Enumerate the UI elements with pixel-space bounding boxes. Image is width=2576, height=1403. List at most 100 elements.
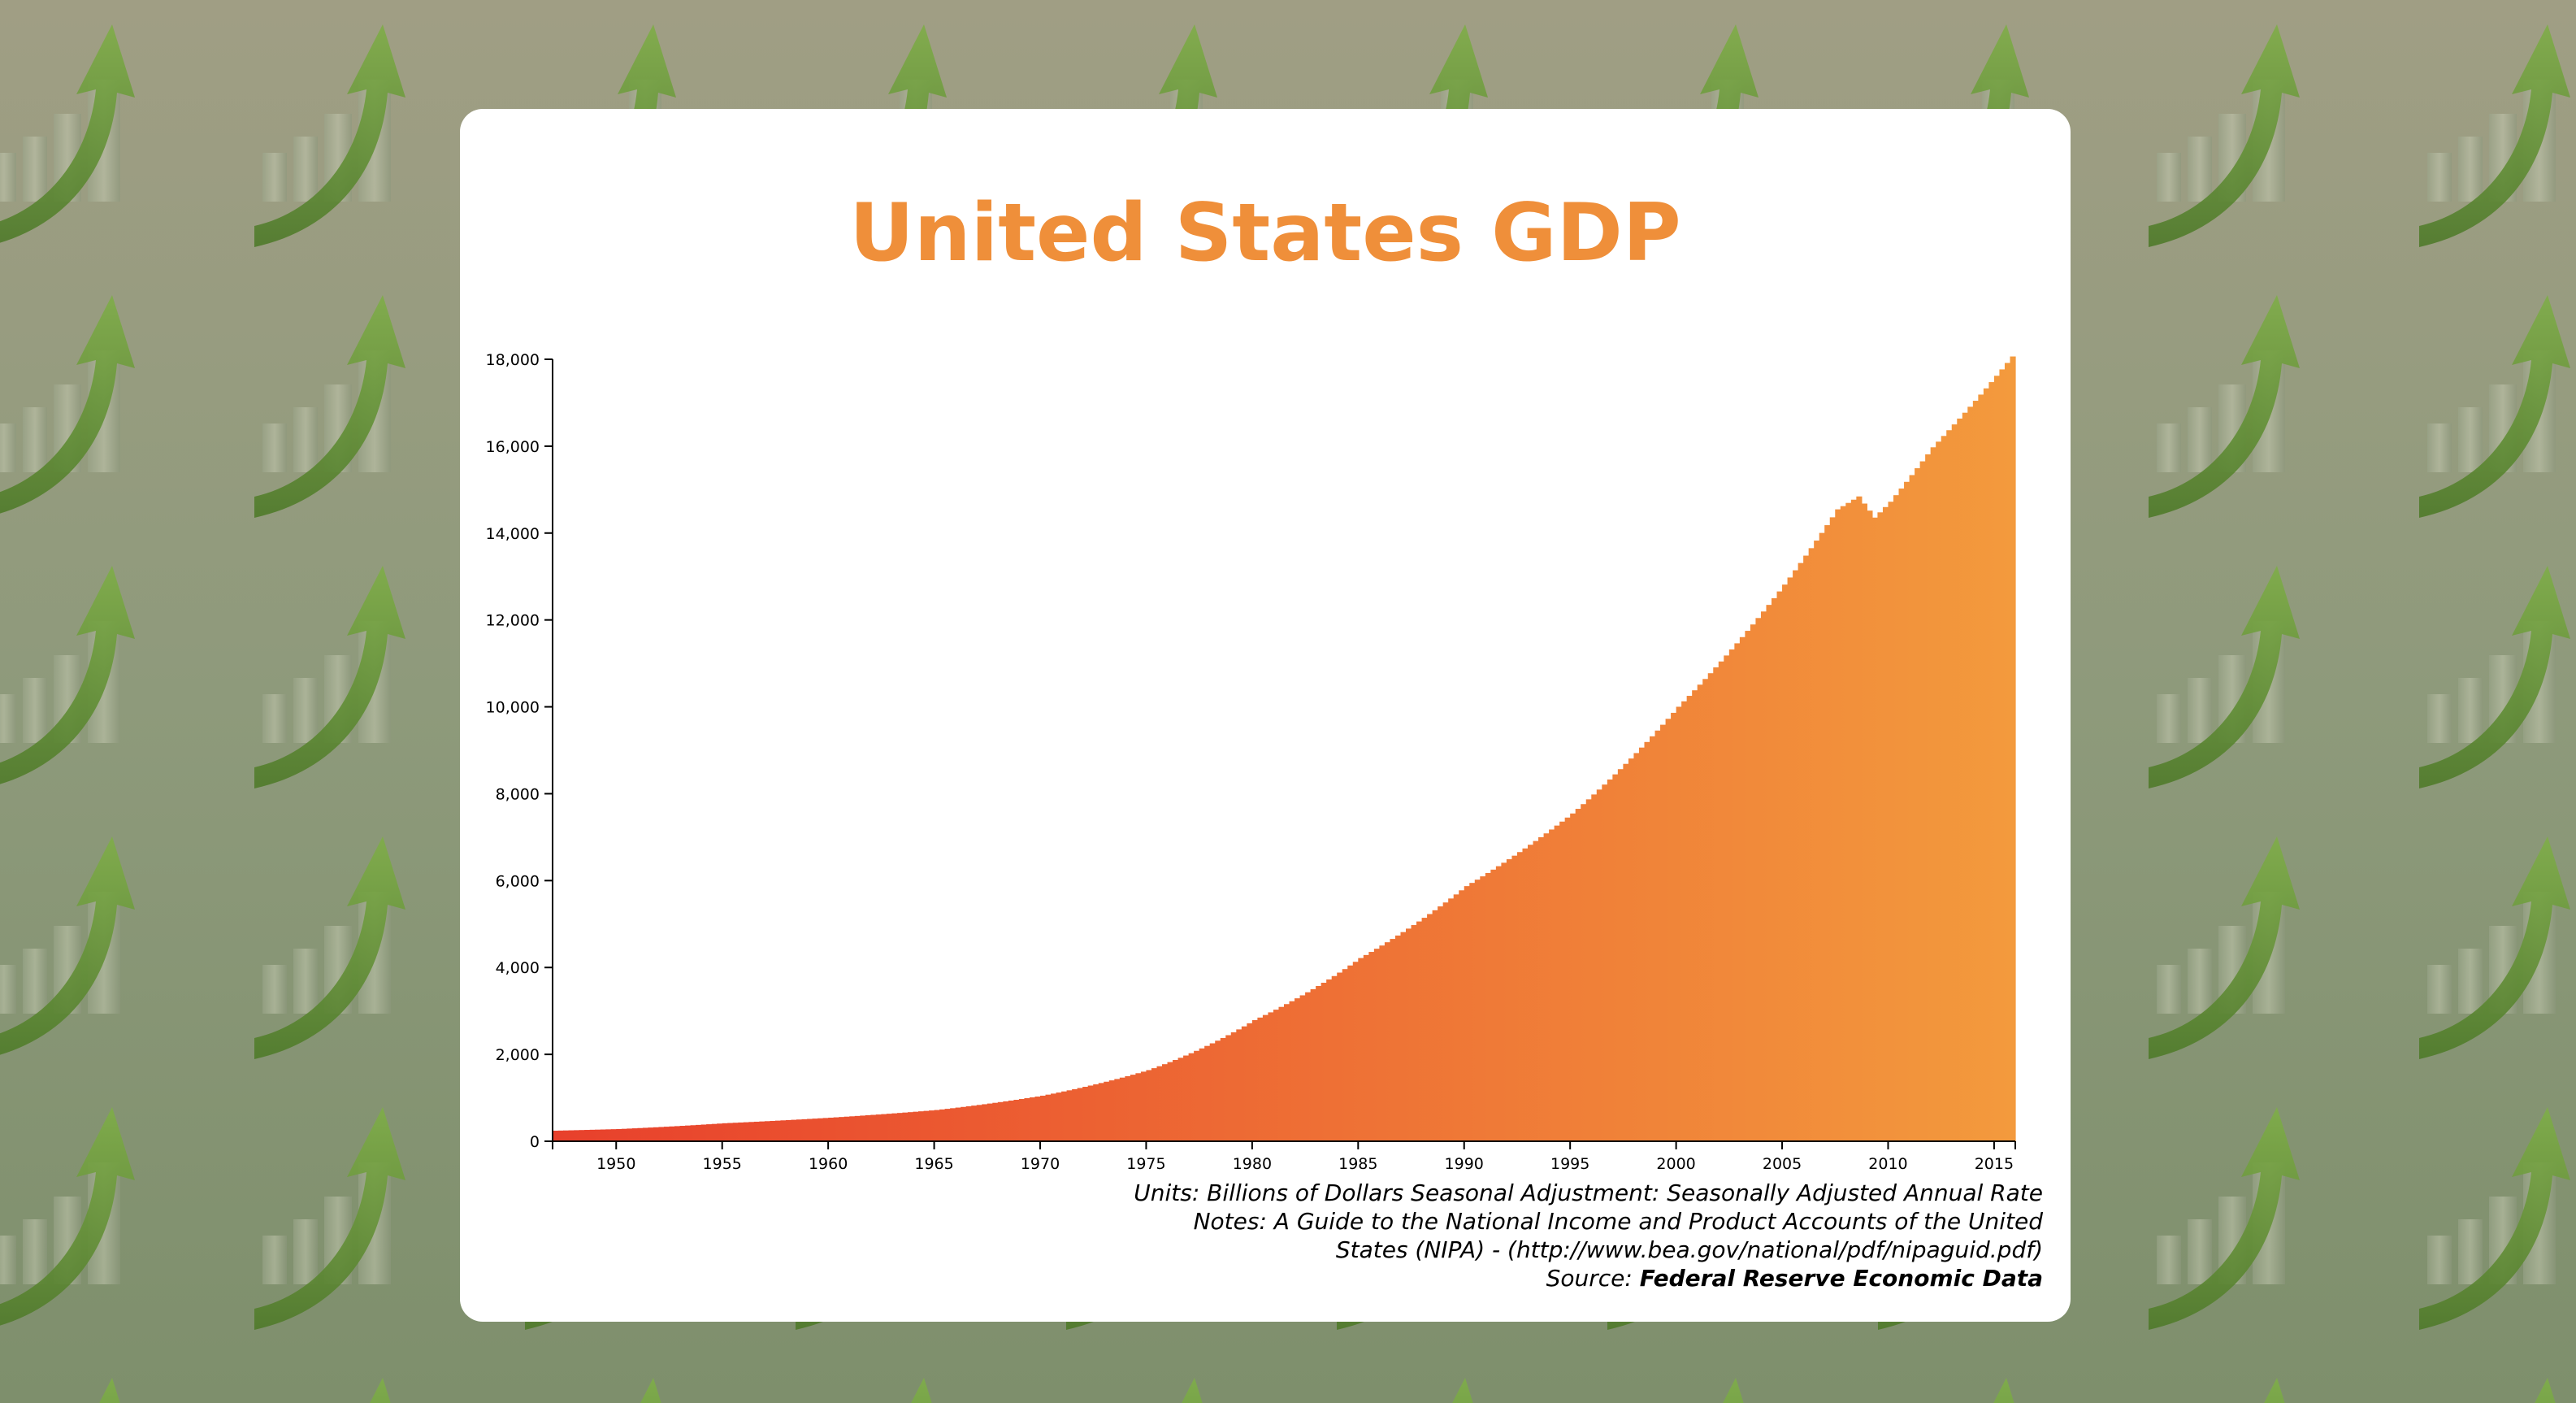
x-tick-label: 1985 [1338, 1155, 1377, 1173]
gdp-bar [1406, 928, 1412, 1141]
gdp-bar [1024, 1098, 1030, 1141]
gdp-bar [1718, 661, 1724, 1141]
gdp-bar [1066, 1090, 1073, 1141]
gdp-bar [1728, 649, 1735, 1141]
gdp-bar [1850, 499, 1857, 1141]
gdp-bar [732, 1123, 739, 1141]
gdp-bar [913, 1111, 919, 1141]
gdp-bar [637, 1127, 644, 1141]
x-tick-label: 2005 [1763, 1155, 1802, 1173]
gdp-bar [1411, 925, 1417, 1141]
gdp-bar [1474, 880, 1481, 1141]
gdp-bar [600, 1129, 606, 1141]
gdp-bar [982, 1104, 988, 1141]
gdp-bar [1289, 1001, 1295, 1141]
gdp-bar [1040, 1095, 1047, 1141]
gdp-bar [1140, 1071, 1147, 1141]
gdp-bar [648, 1127, 654, 1141]
gdp-bar [1861, 503, 1867, 1141]
gdp-bar [1236, 1029, 1242, 1141]
gdp-bar [1432, 910, 1438, 1141]
gdp-bar [1347, 965, 1354, 1141]
gdp-bar [1824, 525, 1831, 1141]
gdp-bar [1543, 833, 1550, 1141]
gdp-bar [961, 1106, 967, 1141]
gdp-bar [987, 1103, 993, 1141]
gdp-bar [563, 1130, 570, 1141]
gdp-bar [955, 1107, 961, 1141]
gdp-bar [817, 1118, 824, 1141]
gdp-bar [1951, 424, 1958, 1141]
gdp-bar [717, 1123, 723, 1141]
gdp-bar [1983, 388, 1989, 1141]
gdp-bar [1337, 972, 1343, 1141]
gdp-bar [1957, 418, 1963, 1141]
gdp-bar [727, 1123, 734, 1141]
gdp-bar [1394, 935, 1402, 1141]
gdp-bar [2010, 356, 2016, 1141]
gdp-bar [1750, 624, 1757, 1141]
gdp-bar [1247, 1023, 1253, 1141]
gdp-bar [574, 1130, 580, 1141]
x-tick-label: 2000 [1656, 1155, 1695, 1173]
gdp-bar [610, 1129, 617, 1141]
gdp-bar [1316, 985, 1322, 1141]
gdp-bar [1390, 939, 1396, 1141]
gdp-bar [1284, 1004, 1290, 1141]
gdp-bar [1438, 906, 1444, 1141]
gdp-bar [759, 1121, 765, 1141]
gdp-bar [1787, 577, 1793, 1141]
gdp-bar [1707, 673, 1714, 1141]
gdp-bar [1665, 719, 1672, 1141]
gdp-bar [971, 1105, 978, 1141]
gdp-bar [1877, 512, 1884, 1141]
y-tick-label: 10,000 [486, 699, 540, 717]
bar-series [553, 356, 2016, 1141]
gdp-bar [1623, 763, 1629, 1141]
gdp-bar [663, 1127, 670, 1141]
gdp-bar [992, 1102, 999, 1141]
gdp-bar [1793, 570, 1799, 1141]
gdp-bar [1183, 1055, 1190, 1141]
gdp-bar [738, 1122, 744, 1141]
gdp-bar [1734, 643, 1741, 1141]
gdp-bar [584, 1130, 591, 1141]
gdp-bar [1241, 1026, 1247, 1141]
gdp-bar [1273, 1010, 1280, 1141]
gdp-bar [1082, 1087, 1089, 1141]
gdp-bar [1400, 932, 1407, 1141]
gdp-bar [886, 1114, 892, 1141]
gdp-bar [627, 1128, 633, 1141]
gdp-bar [1893, 495, 1900, 1141]
gdp-bar [1299, 995, 1306, 1141]
gdp-bar [1644, 741, 1650, 1141]
gdp-bar [1856, 496, 1863, 1141]
gdp-bar [1209, 1043, 1216, 1141]
x-tick-label: 1980 [1233, 1155, 1272, 1173]
gdp-bar [801, 1118, 808, 1141]
gdp-bar [1331, 975, 1338, 1141]
gdp-bar [1008, 1100, 1014, 1141]
gdp-bar [1072, 1088, 1078, 1141]
gdp-bar [1326, 979, 1333, 1141]
x-tick-label: 1990 [1445, 1155, 1484, 1173]
y-tick-label: 16,000 [486, 438, 540, 456]
gdp-bar [1739, 636, 1746, 1141]
gdp-bar [1686, 696, 1693, 1141]
gdp-bar [1018, 1099, 1026, 1141]
gdp-bar [1114, 1079, 1121, 1141]
gdp-bar [696, 1124, 702, 1141]
gdp-bar [822, 1118, 829, 1141]
axes: 0 2,000 4,000 6,000 8,000 10,000 12,000 14,000 1… [486, 351, 2016, 1173]
gdp-bar [1427, 914, 1433, 1141]
gdp-bar [1808, 548, 1815, 1141]
gdp-bar [828, 1117, 835, 1141]
gdp-bar [843, 1116, 850, 1141]
gdp-bar [1638, 747, 1646, 1141]
gdp-bar [1941, 436, 1947, 1141]
gdp-bar [1904, 481, 1910, 1141]
gdp-bar [1538, 836, 1545, 1141]
x-tick-label: 1955 [703, 1155, 742, 1173]
gdp-bar [1840, 506, 1846, 1141]
gdp-bar [579, 1130, 585, 1141]
